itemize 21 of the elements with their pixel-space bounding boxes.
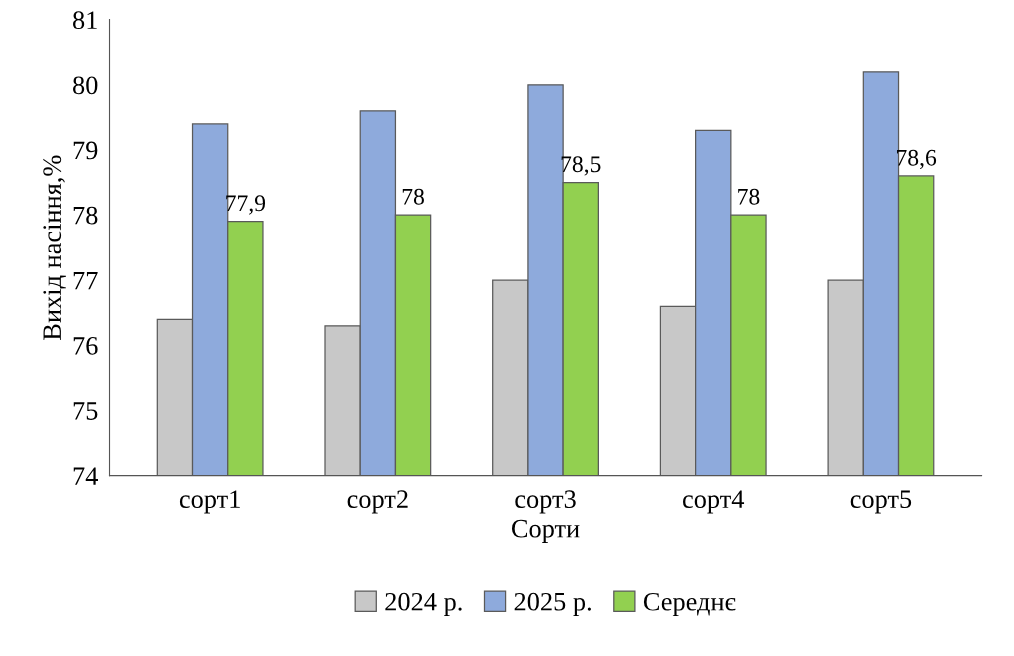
x-tick-label: сорт5 <box>850 490 912 514</box>
legend-label: Середнє <box>643 592 736 616</box>
y-tick-label: 77 <box>73 272 98 290</box>
y-tick-label: 76 <box>73 337 98 355</box>
y-tick-label: 80 <box>73 76 98 95</box>
x-axis-title: Сорти <box>511 519 580 543</box>
data-label: 78,5 <box>561 156 601 176</box>
x-tick-label: сорт1 <box>179 490 240 514</box>
legend-label: 2025 р. <box>514 592 591 616</box>
x-tick-label: сорт2 <box>347 490 408 514</box>
y-tick-label: 74 <box>73 467 98 485</box>
data-label: 78 <box>738 188 760 205</box>
y-tick-label: 79 <box>73 141 98 160</box>
legend-label: 2024 р. <box>385 592 462 616</box>
x-tick-label: сорт4 <box>683 490 745 514</box>
y-tick-label: 81 <box>73 11 97 30</box>
x-tick-label: сорт3 <box>515 490 576 514</box>
data-label: 78 <box>402 188 424 205</box>
y-tick-label: 78 <box>73 206 98 225</box>
y-tick-label: 75 <box>73 402 98 420</box>
y-axis-title: Вихід насіння,% <box>43 155 66 340</box>
